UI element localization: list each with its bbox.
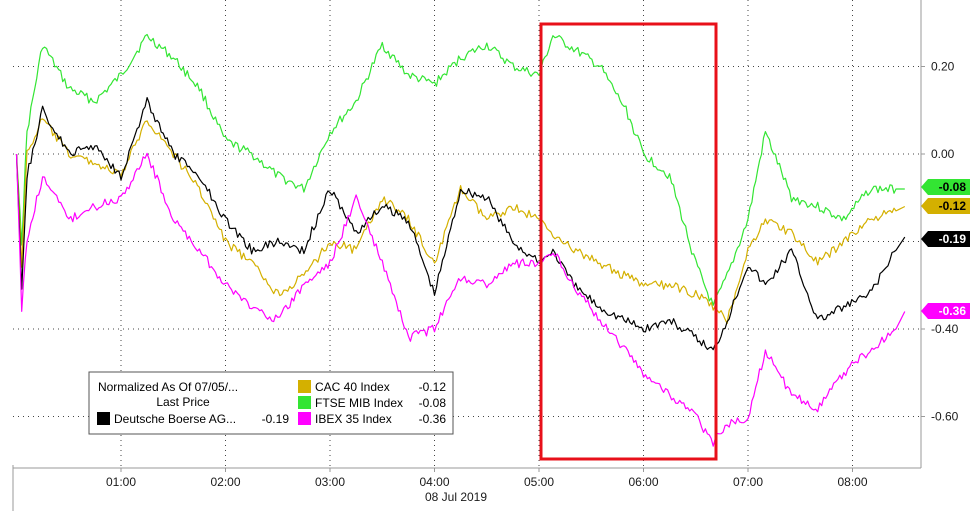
badge-label: -0.19 — [939, 232, 967, 246]
x-tick-label: 02:00 — [210, 475, 240, 489]
legend-swatch-deutsche-boerse — [97, 412, 110, 425]
highlight-box — [539, 22, 718, 461]
legend-value-deutsche-boerse: -0.19 — [262, 412, 290, 426]
legend-swatch-ibex35 — [298, 412, 311, 425]
legend-value-ibex35: -0.36 — [419, 412, 447, 426]
x-tick-label: 01:00 — [106, 475, 136, 489]
badge-background — [921, 231, 970, 247]
legend-box — [88, 371, 454, 435]
series-line-deutsche-boerse-ag — [15, 96, 906, 351]
x-tick-label: 07:00 — [733, 475, 763, 489]
legend-value-cac40: -0.12 — [419, 380, 447, 394]
y-tick-label: -0.40 — [931, 322, 959, 336]
x-tick-label: 08:00 — [837, 475, 867, 489]
series-lines — [15, 33, 906, 447]
legend-label-cac40: CAC 40 Index — [315, 380, 390, 394]
legend-label-deutsche-boerse: Deutsche Boerse AG... — [114, 412, 236, 426]
badge-background — [921, 303, 970, 319]
y-axis-ticks: 0.20 0.00 -0.40 -0.60 — [921, 60, 959, 424]
x-tick-label: 04:00 — [419, 475, 449, 489]
legend-label-ftse-mib: FTSE MIB Index — [315, 396, 403, 410]
x-tick-label: 06:00 — [628, 475, 658, 489]
last-value-badge: -0.19 — [921, 231, 970, 247]
series-line-cac-40-index — [15, 118, 906, 325]
last-value-badge: -0.36 — [921, 303, 970, 319]
last-value-badges: -0.08 -0.12 -0.19 -0.36 — [921, 179, 970, 319]
date-label: 08 Jul 2019 — [425, 490, 487, 504]
y-tick-label: 0.20 — [931, 60, 955, 74]
legend-swatch-cac40 — [298, 380, 311, 393]
last-value-badge: -0.08 — [921, 179, 970, 195]
y-tick-label: -0.60 — [931, 410, 959, 424]
badge-background — [921, 179, 970, 195]
legend-header-line2: Last Price — [156, 395, 210, 409]
x-tick-label: 05:00 — [524, 475, 554, 489]
legend-value-ftse-mib: -0.08 — [419, 396, 447, 410]
series-line-ftse-mib-index — [15, 33, 905, 306]
badge-label: -0.36 — [939, 304, 967, 318]
badge-background — [921, 198, 970, 214]
y-tick-label: 0.00 — [931, 147, 955, 161]
legend-header-line1: Normalized As Of 07/05/... — [98, 380, 238, 394]
x-axis-ticks: 01:00 02:00 03:00 04:00 05:00 06:00 07:00 08:00 — [106, 468, 868, 489]
legend-swatch-ftse-mib — [298, 396, 311, 409]
badge-label: -0.12 — [939, 199, 967, 213]
last-value-badge: -0.12 — [921, 198, 970, 214]
legend-label-ibex35: IBEX 35 Index — [315, 412, 392, 426]
badge-label: -0.08 — [939, 180, 967, 194]
legend: Normalized As Of 07/05/... Last Price De… — [88, 371, 454, 435]
x-tick-label: 03:00 — [315, 475, 345, 489]
series-line-ibex-35-index — [15, 152, 906, 447]
